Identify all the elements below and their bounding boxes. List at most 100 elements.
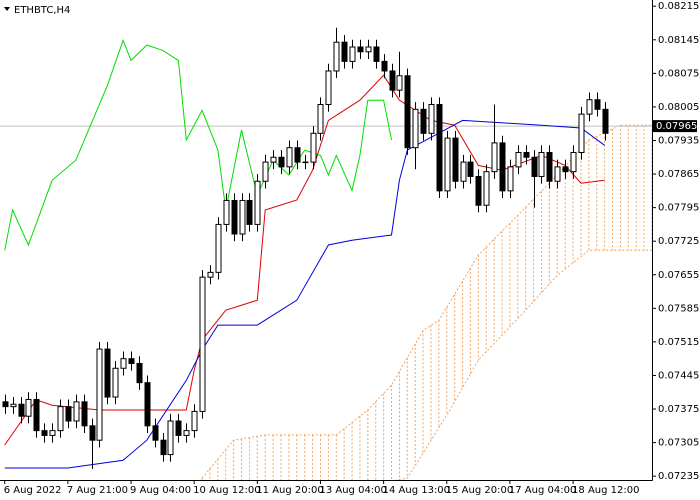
candle-body: [523, 151, 530, 158]
x-tick-label: 7 Aug 21:00: [67, 485, 128, 496]
candle-body: [175, 420, 182, 436]
candle-body: [254, 180, 261, 225]
x-tick-label: 9 Aug 04:00: [130, 485, 191, 496]
candle-body: [199, 276, 206, 412]
candle-body: [65, 406, 72, 422]
candle-body: [554, 166, 561, 182]
candle-body: [420, 108, 427, 134]
y-tick-label: 0.07795: [658, 203, 699, 214]
indicator-line: [4, 119, 605, 469]
candle-body: [49, 430, 56, 436]
x-tick-label: 15 Aug 20:00: [446, 485, 513, 496]
candle-body: [128, 358, 135, 364]
y-tick-label: 0.08075: [658, 68, 699, 79]
candle-body: [33, 398, 40, 432]
candle-body: [412, 108, 419, 149]
candle-body: [73, 401, 80, 422]
candle-body: [475, 175, 482, 206]
candle-body: [317, 104, 324, 134]
candle-body: [460, 161, 467, 182]
candle-body: [25, 398, 32, 417]
x-tick-label: 13 Aug 04:00: [319, 485, 386, 496]
menu-arrow: [4, 7, 10, 11]
candle-body: [546, 151, 553, 182]
candle-body: [507, 166, 514, 192]
cloud-edge: [394, 249, 652, 480]
plot-area: [0, 27, 652, 480]
candle-body: [89, 425, 96, 441]
candle-body: [444, 137, 451, 192]
candle-body: [286, 147, 293, 168]
candle-body: [239, 199, 246, 235]
x-tick-label: 10 Aug 12:00: [193, 485, 260, 496]
current-price-label: 0.07965: [656, 121, 697, 132]
candle-body: [594, 99, 601, 110]
candle-body: [499, 142, 506, 192]
x-tick-label: 6 Aug 2022: [4, 485, 62, 496]
candle-body: [167, 420, 174, 456]
x-tick-label: 11 Aug 20:00: [256, 485, 323, 496]
y-tick-label: 0.07375: [658, 404, 699, 415]
candle-body: [41, 430, 48, 436]
candle-body: [325, 70, 332, 106]
y-tick-label: 0.07585: [658, 303, 699, 314]
y-tick-label: 0.07235: [658, 471, 699, 482]
current-price-box: [653, 120, 697, 133]
y-tick-label: 0.08145: [658, 35, 699, 46]
candle-body: [262, 161, 269, 182]
y-tick-label: 0.07515: [658, 337, 699, 348]
candle-body: [191, 410, 198, 432]
candle-body: [57, 406, 64, 432]
candle-body: [404, 75, 411, 149]
candle-body: [515, 151, 522, 168]
y-tick-label: 0.07725: [658, 236, 699, 247]
candle-body: [278, 156, 285, 168]
y-tick-label: 0.07935: [658, 135, 699, 146]
candle-body: [602, 108, 609, 134]
candle-body: [341, 41, 348, 62]
candle-body: [223, 199, 230, 225]
candle-body: [467, 161, 474, 177]
candle-body: [152, 425, 159, 441]
candle-body: [483, 171, 490, 206]
candle-body: [491, 142, 498, 173]
candle-body: [294, 147, 301, 163]
candle-body: [10, 403, 17, 408]
candle-body: [270, 156, 277, 163]
candle-body: [246, 199, 253, 225]
candle-body: [531, 156, 538, 177]
candle-body: [586, 99, 593, 115]
candle-body: [570, 151, 577, 173]
candle-body: [357, 46, 364, 53]
candle-body: [215, 223, 222, 273]
y-tick-label: 0.07305: [658, 438, 699, 449]
candle-body: [136, 362, 143, 384]
candle-body: [333, 41, 340, 72]
candle-body: [452, 137, 459, 182]
candle-body: [160, 439, 167, 456]
indicator-line: [4, 38, 392, 251]
chart-title: ETHBTC,H4: [14, 5, 70, 16]
y-tick-label: 0.07865: [658, 169, 699, 180]
candle-body: [428, 104, 435, 134]
y-tick-label: 0.07655: [658, 270, 699, 281]
x-tick-label: 17 Aug 04:00: [509, 485, 576, 496]
x-tick-label: 18 Aug 12:00: [572, 485, 639, 496]
candle-body: [365, 46, 372, 53]
candle-body: [389, 70, 396, 91]
candle-body: [538, 151, 545, 177]
x-tick-label: 14 Aug 13:00: [383, 485, 450, 496]
candle-body: [436, 104, 443, 192]
candle-body: [310, 132, 317, 163]
candle-body: [96, 348, 103, 441]
candle-body: [120, 358, 127, 369]
candle-body: [18, 403, 25, 417]
candle-body: [381, 60, 388, 72]
candle-body: [349, 46, 356, 62]
candle-body: [302, 161, 309, 164]
candle-body: [183, 430, 190, 436]
candle-body: [207, 271, 214, 278]
candle-body: [81, 401, 88, 427]
